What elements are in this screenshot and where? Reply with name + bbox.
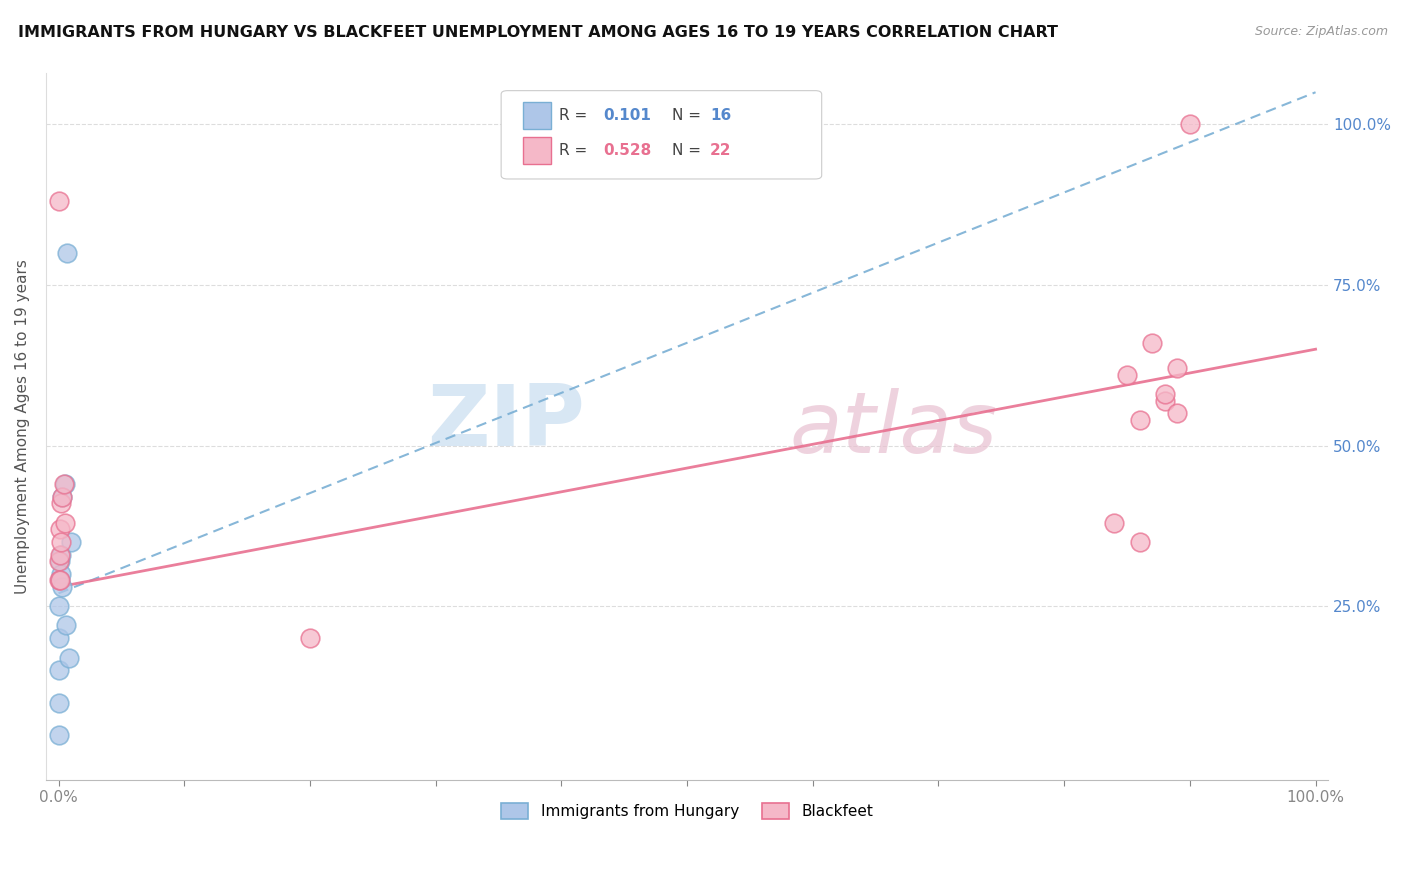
Point [49, 548, 72, 562]
Point [55, 618, 77, 632]
Point [56, 245, 79, 260]
Point [1129, 413, 1152, 427]
Text: 0.528: 0.528 [603, 144, 652, 158]
Point [49, 548, 72, 562]
Point [51, 580, 73, 594]
Point [48, 664, 70, 678]
Text: N =: N = [672, 144, 706, 158]
Point [48, 194, 70, 209]
Point [51, 490, 73, 504]
Text: 0.101: 0.101 [603, 108, 651, 123]
Point [1153, 393, 1175, 408]
Point [49, 496, 72, 510]
Point [1104, 516, 1126, 530]
Text: N =: N = [672, 108, 706, 123]
Point [49, 567, 72, 582]
FancyBboxPatch shape [523, 102, 551, 128]
Point [1153, 387, 1175, 401]
Point [1166, 361, 1188, 376]
Point [1178, 117, 1201, 131]
Point [48, 632, 70, 646]
Point [52, 477, 75, 491]
Point [298, 632, 321, 646]
Point [1166, 407, 1188, 421]
Point [1140, 335, 1163, 350]
Point [48, 599, 70, 614]
Y-axis label: Unemployment Among Ages 16 to 19 years: Unemployment Among Ages 16 to 19 years [15, 259, 30, 594]
Point [60, 535, 83, 549]
Legend: Immigrants from Hungary, Blackfeet: Immigrants from Hungary, Blackfeet [495, 797, 879, 825]
Point [49, 554, 72, 568]
Text: atlas: atlas [790, 388, 998, 471]
Text: 16: 16 [710, 108, 731, 123]
FancyBboxPatch shape [501, 91, 821, 179]
Point [58, 650, 80, 665]
Point [53, 477, 76, 491]
Text: R =: R = [558, 108, 592, 123]
Point [1116, 368, 1139, 382]
Point [48, 728, 70, 742]
Point [53, 516, 76, 530]
Text: 22: 22 [710, 144, 731, 158]
Point [49, 522, 72, 536]
Point [49, 535, 72, 549]
Point [51, 490, 73, 504]
Point [48, 574, 70, 588]
FancyBboxPatch shape [523, 137, 551, 164]
Text: Source: ZipAtlas.com: Source: ZipAtlas.com [1254, 25, 1388, 38]
Text: IMMIGRANTS FROM HUNGARY VS BLACKFEET UNEMPLOYMENT AMONG AGES 16 TO 19 YEARS CORR: IMMIGRANTS FROM HUNGARY VS BLACKFEET UNE… [18, 25, 1059, 40]
Point [48, 696, 70, 710]
Text: ZIP: ZIP [427, 381, 585, 464]
Point [49, 574, 72, 588]
Point [48, 554, 70, 568]
Point [49, 574, 72, 588]
Text: R =: R = [558, 144, 592, 158]
Point [1129, 535, 1152, 549]
